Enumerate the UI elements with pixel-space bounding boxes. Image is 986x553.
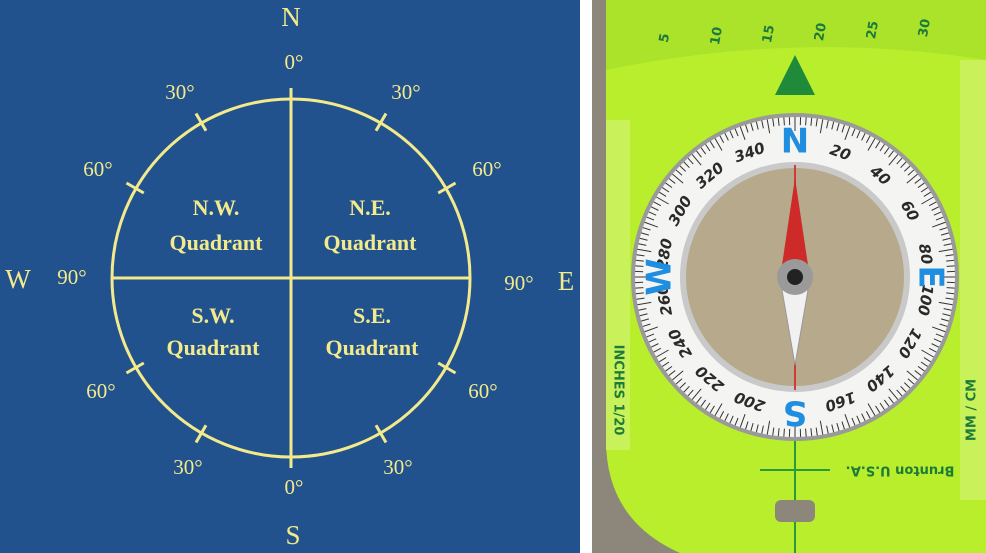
degree-label: 60°: [468, 379, 497, 403]
ruler-number: 10: [708, 26, 726, 46]
plate-text: Brunton U.S.A.: [846, 463, 955, 478]
ruler-number: 25: [864, 20, 882, 40]
cardinal-label: S: [285, 520, 300, 550]
plate-text: MM / CM: [965, 379, 980, 441]
bezel-cardinal: N: [781, 122, 809, 162]
quadrant-label: Quadrant: [326, 335, 420, 360]
degree-label: 90°: [504, 271, 533, 295]
quadrant-label: Quadrant: [170, 230, 264, 255]
scene: N S E W 0° 30° 30° 60° 60° 90° 90° 60° 6…: [0, 0, 986, 553]
degree-label: 60°: [83, 157, 112, 181]
plate-text: INCHES 1/20: [611, 345, 626, 436]
degree-label: 90°: [57, 265, 86, 289]
lanyard-slot: [775, 500, 815, 522]
cardinal-label: E: [558, 266, 575, 296]
quadrant-label: N.W.: [193, 195, 240, 220]
bezel-cardinal: S: [783, 393, 808, 433]
degree-label: 30°: [173, 455, 202, 479]
degree-label: 60°: [472, 157, 501, 181]
degree-label: 0°: [285, 50, 304, 74]
needle-pivot-center: [787, 269, 803, 285]
quadrant-label: Quadrant: [324, 230, 418, 255]
ruler-number: 15: [760, 24, 778, 44]
degree-label: 30°: [391, 80, 420, 104]
quadrant-label: S.W.: [191, 303, 234, 328]
quadrant-label: S.E.: [353, 303, 391, 328]
ruler-number: 20: [812, 22, 830, 42]
degree-label: 60°: [86, 379, 115, 403]
bezel-cardinal: W: [640, 258, 680, 296]
cardinal-label: W: [5, 264, 31, 294]
degree-label: 30°: [383, 455, 412, 479]
quadrant-label: N.E.: [349, 195, 391, 220]
cardinal-label: N: [281, 2, 301, 32]
bezel-cardinal: E: [911, 265, 951, 288]
bezel-number: 80: [915, 242, 936, 266]
degree-label: 0°: [285, 475, 304, 499]
quadrant-label: Quadrant: [167, 335, 261, 360]
degree-label: 30°: [165, 80, 194, 104]
ruler-number: 30: [916, 18, 934, 38]
